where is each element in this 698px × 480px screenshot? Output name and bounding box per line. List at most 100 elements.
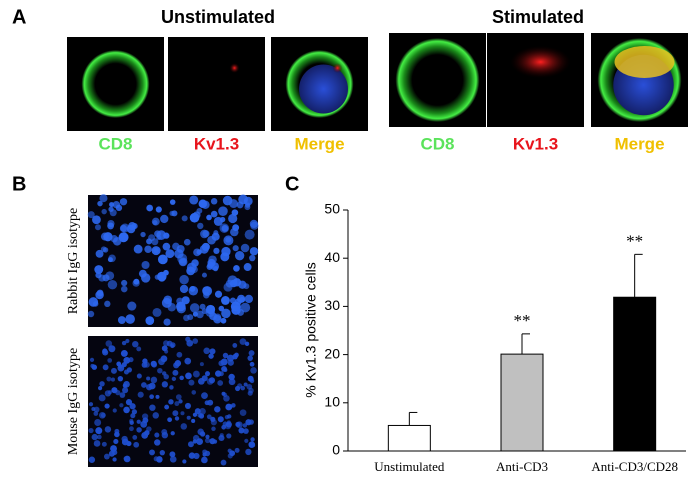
nucleus-dot	[136, 419, 141, 424]
nucleus-dot	[189, 195, 199, 205]
nucleus-dot	[150, 360, 157, 367]
nucleus-dot	[176, 351, 183, 358]
nucleus-dot	[161, 297, 172, 308]
nucleus-dot	[130, 413, 136, 419]
y-tick-label: 10	[324, 394, 340, 410]
nucleus-dot	[129, 426, 134, 432]
nucleus-dot	[209, 348, 216, 355]
nucleus-dot	[95, 249, 104, 258]
nucleus-dot	[172, 369, 179, 376]
nucleus-dot	[141, 273, 151, 283]
nucleus-dot	[99, 194, 108, 203]
nucleus-dot	[233, 265, 240, 272]
nucleus-dot	[132, 435, 138, 440]
nucleus-dot	[141, 431, 149, 439]
nucleus-dot	[145, 316, 155, 325]
nucleus-dot	[202, 230, 210, 238]
nucleus-dot	[132, 340, 139, 348]
nucleus-dot	[100, 412, 106, 418]
nucleus-dot	[197, 222, 204, 230]
nucleus-dot	[240, 302, 251, 313]
nucleus-dot	[209, 312, 217, 321]
kv-signal	[614, 46, 675, 78]
nucleus-dot	[244, 438, 249, 443]
nucleus-dot	[123, 406, 130, 414]
nucleus-dot	[107, 222, 115, 230]
nucleus-dot	[101, 441, 107, 447]
nucleus-dot	[151, 246, 161, 256]
nucleus-dot	[243, 263, 252, 271]
nucleus-dot	[93, 440, 101, 447]
nucleus-dot	[129, 403, 136, 410]
nucleus-dot	[140, 231, 146, 238]
y-axis-label: % Kv1.3 positive cells	[303, 262, 319, 397]
nucleus-dot	[185, 372, 192, 380]
panel-label: A	[12, 6, 26, 28]
nucleus-dot	[189, 212, 200, 223]
nucleus-dot	[123, 381, 130, 388]
nucleus-dot	[141, 260, 150, 270]
nucleus-dot	[199, 303, 206, 310]
kv-signal	[510, 46, 571, 78]
nucleus-dot	[171, 376, 177, 382]
nucleus-dot	[93, 406, 100, 413]
nucleus-dot	[154, 274, 160, 280]
nucleus-dot	[141, 382, 147, 388]
nucleus-dot	[149, 394, 155, 400]
nucleus-dot	[204, 450, 211, 457]
nucleus-dot	[131, 409, 138, 415]
nucleus-dot	[235, 251, 245, 261]
nucleus-dot	[250, 367, 257, 374]
nucleus-dot	[201, 456, 208, 464]
nucleus-dot	[146, 376, 151, 381]
significance: **	[626, 231, 643, 250]
nucleus-dot	[211, 232, 220, 241]
nucleus-dot	[221, 296, 230, 305]
nucleus-dot	[235, 421, 241, 428]
nucleus-dot	[232, 343, 238, 348]
nucleus-dot	[104, 403, 110, 409]
nucleus-dot	[126, 224, 136, 234]
nucleus-dot	[125, 399, 133, 406]
nucleus-dot	[121, 285, 128, 293]
nucleus-dot	[214, 290, 223, 298]
nucleus-dot	[156, 235, 162, 241]
x-tick-label: Unstimulated	[374, 459, 445, 474]
nucleus-dot	[152, 307, 162, 317]
nucleus-dot	[165, 249, 175, 259]
nucleus-dot	[223, 282, 233, 292]
nucleus-dot	[96, 289, 104, 297]
nucleus-dot	[178, 399, 183, 404]
nucleus-dot	[123, 455, 131, 463]
nucleus-dot	[190, 265, 198, 274]
nucleus-dot	[248, 350, 255, 357]
nucleus-dot	[179, 375, 184, 381]
nucleus-dot	[223, 235, 234, 246]
nucleus-dot	[100, 232, 109, 241]
nucleus-dot	[119, 198, 128, 206]
nucleus-dot	[136, 346, 142, 352]
nucleus-dot	[217, 416, 224, 423]
nucleus-dot	[161, 431, 169, 439]
nucleus-dot	[242, 423, 248, 428]
x-tick-label: Anti-CD3/CD28	[591, 459, 678, 474]
nucleus-dot	[191, 418, 196, 423]
nucleus-dot	[202, 286, 211, 295]
nucleus-dot	[170, 431, 175, 436]
nucleus-dot	[234, 385, 241, 392]
nucleus-dot	[119, 403, 124, 408]
nucleus-dot	[167, 417, 173, 423]
nucleus-dot	[192, 370, 200, 378]
nucleus-dot	[91, 364, 98, 370]
nucleus-dot	[169, 385, 174, 390]
nucleus-dot	[152, 412, 160, 419]
nucleus-dot	[157, 367, 163, 374]
nucleus-dot	[115, 390, 121, 396]
nucleus-dot	[154, 439, 161, 446]
nucleus-dot	[210, 210, 218, 218]
nucleus-dot	[225, 403, 233, 411]
channel-label: CD8	[98, 134, 132, 153]
nucleus-dot	[232, 245, 239, 252]
nucleus-dot	[201, 242, 210, 251]
